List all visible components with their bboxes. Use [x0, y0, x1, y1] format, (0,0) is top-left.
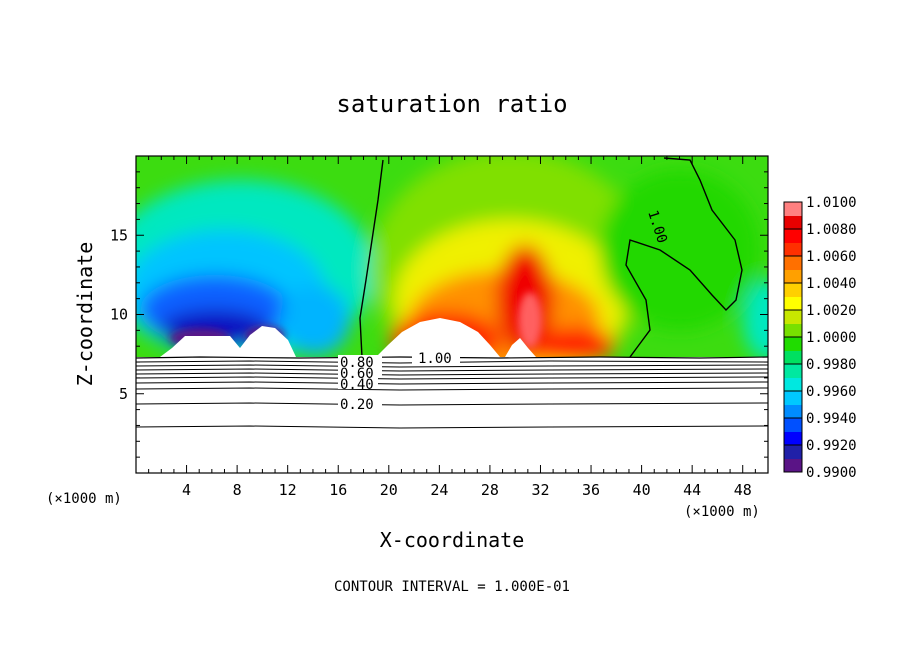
colorbar-swatch: [784, 229, 802, 243]
colorbar-swatch: [784, 310, 802, 324]
contour-1.00-left: [359, 159, 384, 357]
y-unit-label: (×1000 m): [684, 504, 760, 520]
colorbar-swatch: [784, 337, 802, 351]
contour-0.40: [136, 387, 768, 391]
x-tick-label: 40: [633, 481, 651, 499]
colorbar-swatch: [784, 418, 802, 432]
saturation-field: [136, 156, 768, 357]
x-tick-label: 4: [182, 481, 191, 499]
colorbar-swatch: [784, 283, 802, 297]
x-tick-label: 24: [430, 481, 448, 499]
contour-1.00-right: [625, 157, 743, 357]
colorbar-swatch: [784, 215, 802, 230]
colorbar-label: 1.0000: [806, 330, 857, 346]
x-tick-label: 20: [380, 481, 398, 499]
right-region-green: [600, 170, 760, 330]
plume-pink-core: [518, 292, 542, 348]
colorbar-swatch: [784, 445, 802, 459]
y-tick-label: 10: [110, 306, 128, 324]
contour-label: 0.80: [340, 355, 374, 371]
x-axis-label: X-coordinate: [380, 528, 525, 552]
x-tick-label: 16: [329, 481, 347, 499]
colorbar: 1.0100 1.0080 1.0060 1.0040 1.0020 1.0000 0.99…: [783, 195, 857, 481]
colorbar-label: 1.0040: [806, 276, 857, 292]
colorbar-swatch: [784, 256, 802, 270]
colorbar-label: 1.0060: [806, 249, 857, 265]
blank-patch-small: [505, 338, 536, 357]
colorbar-swatch: [784, 364, 802, 378]
contour-0.80: [136, 368, 768, 372]
colorbar-label: 1.0080: [806, 222, 857, 238]
blank-patch-right: [376, 318, 500, 357]
contour-label: 0.40: [340, 377, 374, 393]
plume-red-right: [535, 327, 615, 357]
colorbar-swatch: [784, 431, 802, 446]
x-tick-label: 48: [734, 481, 752, 499]
colorbar-label: 0.9940: [806, 411, 857, 427]
colorbar-swatch: [784, 350, 802, 365]
contour-label: 0.20: [340, 397, 374, 413]
colorbar-swatch: [784, 202, 802, 216]
colorbar-swatch: [784, 323, 802, 338]
colorbar-swatch: [784, 242, 802, 257]
colorbar-swatch: [784, 269, 802, 284]
contour-label: 0.60: [340, 366, 374, 382]
contour-0.20: [136, 402, 768, 406]
colorbar-label: 1.0100: [806, 195, 857, 211]
y-tick-label: 5: [119, 385, 128, 403]
x-tick-label: 28: [481, 481, 499, 499]
colorbar-label: 0.9920: [806, 438, 857, 454]
x-tick-label: 36: [582, 481, 600, 499]
colorbar-label: 0.9900: [806, 465, 857, 481]
contour-label: 1.00: [418, 351, 452, 367]
x-tick-label: 8: [233, 481, 242, 499]
right-edge-cyan: [743, 280, 768, 357]
colorbar-swatch: [784, 458, 802, 473]
colorbar-label: 0.9960: [806, 384, 857, 400]
x-tick-label: 44: [683, 481, 701, 499]
dry-region-mid: [280, 285, 350, 355]
chart-title: saturation ratio: [336, 90, 567, 118]
x-tick-label: 32: [531, 481, 549, 499]
colorbar-label: 0.9980: [806, 357, 857, 373]
x-tick-label: 12: [279, 481, 297, 499]
lower-contours: [136, 352, 768, 429]
y-tick-label: 15: [110, 226, 128, 244]
colorbar-label: 1.0020: [806, 303, 857, 319]
contour-0.60: [136, 376, 768, 380]
blank-patch-left: [160, 326, 296, 357]
x-unit-left: (×1000 m): [46, 491, 122, 507]
colorbar-swatch: [784, 377, 802, 392]
colorbar-swatch: [784, 404, 802, 419]
colorbar-swatch: [784, 391, 802, 405]
colorbar-swatch: [784, 296, 802, 311]
contour-interval-note: CONTOUR INTERVAL = 1.000E-01: [334, 579, 570, 595]
y-axis-label: Z-coordinate: [73, 242, 97, 387]
